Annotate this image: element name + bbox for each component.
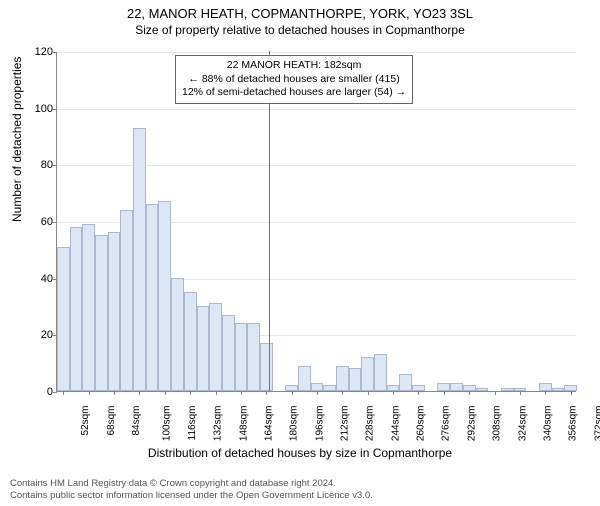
histogram-bar bbox=[235, 323, 248, 391]
y-tick-label: 100 bbox=[23, 103, 53, 115]
y-tick-label: 0 bbox=[23, 386, 53, 398]
plot-area: 02040608010012052sqm68sqm84sqm100sqm116s… bbox=[56, 52, 576, 392]
annotation-line: 22 MANOR HEATH: 182sqm bbox=[182, 59, 406, 73]
histogram-bar bbox=[539, 383, 552, 392]
histogram-bar bbox=[260, 343, 273, 391]
histogram-bar bbox=[552, 388, 565, 391]
histogram-bar bbox=[95, 235, 108, 391]
histogram-bar bbox=[70, 227, 83, 391]
histogram-bar bbox=[450, 383, 463, 392]
page-subtitle: Size of property relative to detached ho… bbox=[0, 23, 600, 37]
x-tick-label: 148sqm bbox=[238, 406, 249, 442]
y-tick-label: 60 bbox=[23, 216, 53, 228]
histogram-bar bbox=[184, 292, 197, 391]
footer-line-1: Contains HM Land Registry data © Crown c… bbox=[10, 478, 590, 490]
annotation-line: ← 88% of detached houses are smaller (41… bbox=[182, 73, 406, 87]
x-tick-label: 180sqm bbox=[289, 406, 300, 442]
x-tick-label: 372sqm bbox=[593, 406, 600, 442]
y-tick-label: 20 bbox=[23, 329, 53, 341]
histogram-bar bbox=[361, 357, 374, 391]
histogram-chart: 02040608010012052sqm68sqm84sqm100sqm116s… bbox=[56, 52, 576, 392]
histogram-bar bbox=[399, 374, 412, 391]
x-tick-label: 164sqm bbox=[263, 406, 274, 442]
histogram-bar bbox=[120, 210, 133, 391]
annotation-box: 22 MANOR HEATH: 182sqm← 88% of detached … bbox=[175, 55, 413, 104]
histogram-bar bbox=[171, 278, 184, 391]
x-tick-label: 356sqm bbox=[568, 406, 579, 442]
histogram-bar bbox=[133, 128, 146, 392]
histogram-bar bbox=[146, 204, 159, 391]
x-tick-label: 68sqm bbox=[106, 406, 117, 436]
annotation-line: 12% of semi-detached houses are larger (… bbox=[182, 86, 406, 100]
histogram-bar bbox=[501, 388, 514, 391]
y-tick-label: 120 bbox=[23, 46, 53, 58]
histogram-bar bbox=[336, 366, 349, 392]
x-tick-label: 100sqm bbox=[162, 406, 173, 442]
x-tick-label: 52sqm bbox=[80, 406, 91, 436]
histogram-bar bbox=[476, 388, 489, 391]
x-tick-label: 116sqm bbox=[187, 406, 198, 441]
x-tick-label: 212sqm bbox=[340, 406, 351, 442]
x-tick-label: 244sqm bbox=[390, 406, 401, 442]
histogram-bar bbox=[311, 383, 324, 392]
x-tick-label: 276sqm bbox=[441, 406, 452, 442]
x-axis-label: Distribution of detached houses by size … bbox=[0, 446, 600, 460]
histogram-bar bbox=[222, 315, 235, 392]
histogram-bar bbox=[108, 232, 121, 391]
x-tick-label: 292sqm bbox=[466, 406, 477, 442]
y-axis-label: Number of detached properties bbox=[10, 57, 24, 222]
x-tick-label: 132sqm bbox=[213, 406, 224, 442]
histogram-bar bbox=[323, 385, 336, 391]
histogram-bar bbox=[349, 368, 362, 391]
histogram-bar bbox=[197, 306, 210, 391]
histogram-bar bbox=[374, 354, 387, 391]
y-tick-label: 80 bbox=[23, 159, 53, 171]
x-tick-label: 196sqm bbox=[314, 406, 325, 442]
histogram-bar bbox=[158, 201, 171, 391]
histogram-bar bbox=[247, 323, 260, 391]
histogram-bar bbox=[82, 224, 95, 391]
x-tick-label: 84sqm bbox=[131, 406, 142, 436]
histogram-bar bbox=[57, 247, 70, 392]
page-title: 22, MANOR HEATH, COPMANTHORPE, YORK, YO2… bbox=[0, 6, 600, 21]
histogram-bar bbox=[437, 383, 450, 392]
footer-line-2: Contains public sector information licen… bbox=[10, 490, 590, 502]
x-tick-label: 340sqm bbox=[543, 406, 554, 442]
x-tick-label: 228sqm bbox=[365, 406, 376, 442]
y-tick-label: 40 bbox=[23, 273, 53, 285]
x-tick-label: 260sqm bbox=[416, 406, 427, 442]
histogram-bar bbox=[298, 366, 311, 392]
footer-attribution: Contains HM Land Registry data © Crown c… bbox=[10, 478, 590, 502]
histogram-bar bbox=[209, 303, 222, 391]
x-tick-label: 308sqm bbox=[492, 406, 503, 442]
x-tick-label: 324sqm bbox=[517, 406, 528, 442]
